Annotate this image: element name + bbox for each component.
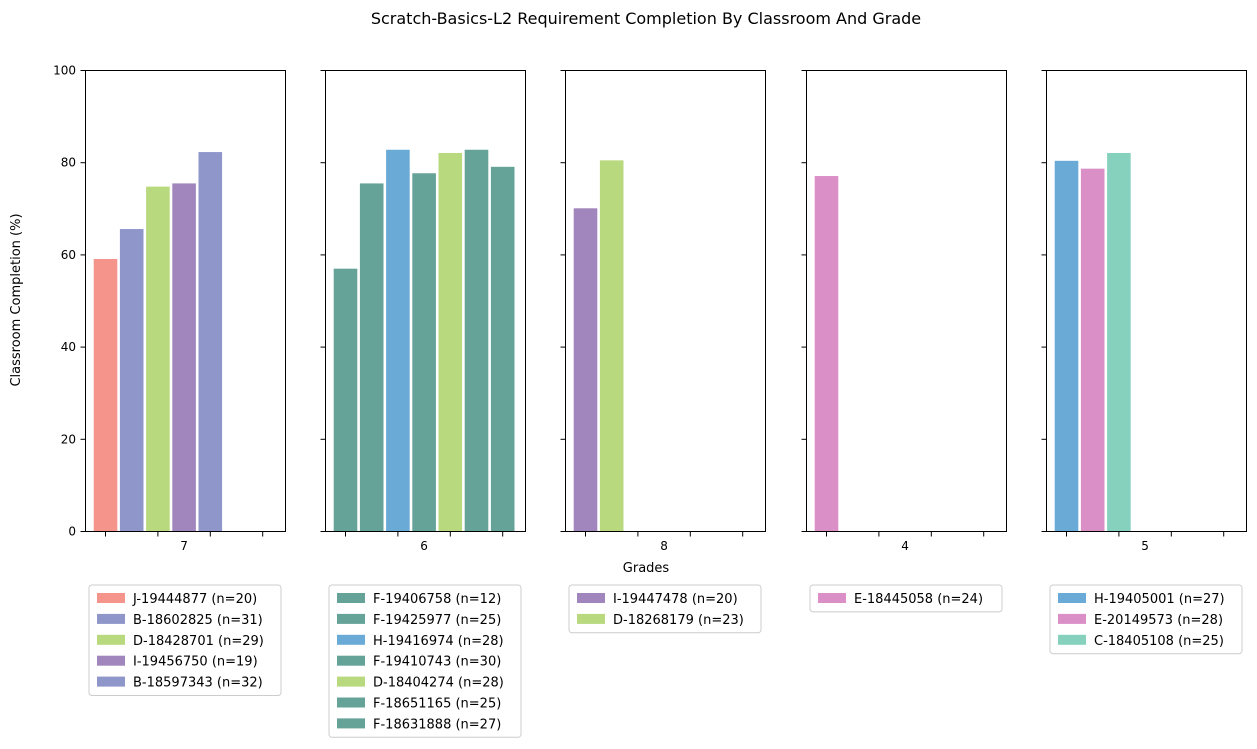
bar	[359, 183, 384, 531]
bar	[172, 183, 196, 531]
panel-frame	[325, 70, 526, 532]
bar	[1080, 168, 1105, 531]
legend-swatch	[1058, 634, 1086, 645]
bar	[386, 149, 410, 531]
y-tick-label: 0	[68, 525, 76, 539]
panel-grade-5: 5 H-19405001 (n=27) E-20149573 (n=28) C-184…	[1041, 70, 1247, 655]
legend-label: H-19416974 (n=28)	[373, 634, 504, 649]
legend-label: B-18597343 (n=32)	[133, 676, 263, 691]
bar	[1054, 160, 1079, 531]
x-tick-label: 6	[420, 539, 428, 553]
legend-swatch	[337, 718, 365, 729]
legend: F-19406758 (n=12) F-19425977 (n=25) H-1941…	[328, 584, 522, 738]
legend-label: D-18428701 (n=29)	[133, 634, 264, 649]
legend-swatch	[97, 655, 125, 666]
legend-label: I-19456750 (n=19)	[133, 655, 258, 670]
panel-frame	[1046, 70, 1247, 532]
bar	[198, 152, 223, 531]
legend-swatch	[337, 634, 365, 645]
legend-label: F-19410743 (n=30)	[373, 655, 501, 670]
bar	[333, 268, 358, 531]
legend-frame	[568, 584, 762, 634]
legend-label: F-19406758 (n=12)	[373, 592, 501, 607]
y-tick-label: 100	[53, 64, 76, 78]
y-tick-label: 80	[61, 156, 76, 170]
legend-swatch	[97, 634, 125, 645]
legend-swatch	[577, 593, 605, 603]
legend-frame	[1049, 584, 1243, 655]
legend-label: B-18602825 (n=31)	[133, 613, 263, 628]
panel-frame	[565, 70, 766, 532]
legend-swatch	[1058, 593, 1086, 603]
legend-label: F-19425977 (n=25)	[373, 613, 501, 628]
x-tick-label: 4	[901, 539, 909, 553]
legend-label: F-18651165 (n=25)	[373, 697, 501, 712]
legend-label: F-18631888 (n=27)	[373, 717, 501, 732]
y-tick-label: 60	[61, 248, 76, 262]
x-tick-label: 7	[180, 539, 188, 553]
panel-grade-7: 7 0 20 40 60 80 100 J-19444877 (n=20) B-18602825…	[53, 64, 286, 696]
legend: I-19447478 (n=20) D-18268179 (n=23)	[568, 584, 762, 634]
legend-swatch	[97, 613, 125, 624]
legend: E-18445058 (n=24)	[809, 584, 1003, 613]
y-tick-label: 40	[61, 340, 76, 354]
legend-swatch	[97, 593, 125, 603]
legend-label: H-19405001 (n=27)	[1094, 592, 1225, 607]
legend: J-19444877 (n=20) B-18602825 (n=31) D-1842…	[88, 584, 282, 696]
legend-swatch	[337, 655, 365, 666]
x-tick-label: 5	[1141, 539, 1149, 553]
legend-swatch	[1058, 613, 1086, 624]
legend-label: I-19447478 (n=20)	[613, 592, 738, 607]
legend-swatch	[337, 613, 365, 624]
bar	[146, 186, 170, 531]
legend-label: E-18445058 (n=24)	[854, 592, 983, 607]
x-tick-label: 8	[660, 539, 668, 553]
legend-label: C-18405108 (n=25)	[1094, 634, 1224, 649]
y-tick-label: 20	[61, 432, 76, 446]
legend-frame	[328, 584, 522, 738]
legend-swatch	[97, 676, 125, 687]
panel-frame	[85, 70, 286, 532]
panel-grade-6: 6 F-19406758 (n=12) F-19425977 (n=25) H-194…	[320, 70, 526, 738]
bar	[814, 176, 839, 531]
panel-grade-4: 4 E-18445058 (n=24)	[801, 70, 1007, 613]
bar	[119, 229, 144, 532]
bar	[490, 166, 515, 531]
legend-swatch	[577, 613, 605, 624]
bar	[93, 259, 118, 531]
legend-swatch	[337, 676, 365, 687]
legend-frame	[88, 584, 282, 696]
legend-swatch	[337, 697, 365, 708]
bar	[599, 160, 624, 532]
panels-layer: 7 0 20 40 60 80 100 J-19444877 (n=20) B-18602825…	[53, 64, 1247, 738]
bar	[1107, 152, 1131, 532]
legend-label: J-19444877 (n=20)	[132, 592, 257, 607]
chart-title: Scratch-Basics-L2 Requirement Completion…	[371, 9, 921, 28]
y-axis-label: Classroom Completion (%)	[9, 213, 24, 386]
legend-swatch	[818, 593, 846, 603]
legend-frame	[809, 584, 1003, 613]
legend-label: D-18268179 (n=23)	[613, 613, 744, 628]
bar	[438, 152, 463, 532]
legend-label: E-20149573 (n=28)	[1094, 613, 1223, 628]
panel-grade-8: 8 I-19447478 (n=20) D-18268179 (n=23)	[560, 70, 766, 634]
legend-swatch	[337, 593, 365, 603]
x-axis-label: Grades	[623, 561, 670, 576]
bar	[573, 208, 598, 532]
bar	[412, 173, 436, 531]
legend: H-19405001 (n=27) E-20149573 (n=28) C-1840…	[1049, 584, 1243, 655]
legend-label: D-18404274 (n=28)	[373, 676, 504, 691]
panel-frame	[806, 70, 1007, 532]
bar	[464, 149, 489, 531]
